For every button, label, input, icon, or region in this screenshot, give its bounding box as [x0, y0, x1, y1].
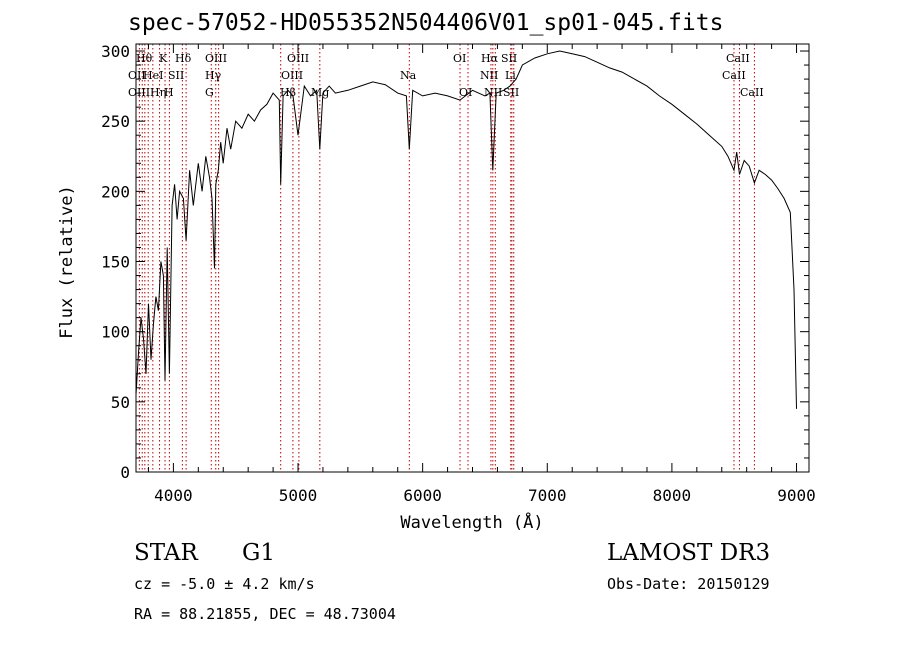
line-label: Hη: [150, 86, 166, 99]
x-axis-label: Wavelength (Å): [400, 511, 543, 533]
line-label: Na: [400, 69, 417, 82]
x-tick-label: 8000: [653, 486, 692, 505]
x-axis: 4000 5000 6000 7000 8000 9000: [147, 44, 816, 505]
line-label: OI: [459, 86, 472, 99]
line-label: OIII: [281, 69, 303, 82]
redshift-text: cz = -5.0 ± 4.2 km/s: [134, 575, 315, 593]
y-tick-label: 0: [120, 463, 130, 482]
coordinates-text: RA = 88.21855, DEC = 48.73004: [134, 605, 396, 623]
line-label: Hδ: [175, 52, 192, 65]
line-label: Hβ: [280, 86, 296, 99]
x-tick-label: 7000: [528, 486, 567, 505]
line-label: CaII: [722, 69, 746, 82]
y-tick-label: 200: [101, 182, 130, 201]
line-label: G: [205, 86, 214, 99]
obs-date-text: Obs-Date: 20150129: [607, 575, 770, 593]
object-class: STAR: [134, 540, 198, 566]
line-marker-group: [138, 44, 755, 472]
y-tick-label: 300: [101, 42, 130, 61]
x-tick-label: 6000: [403, 486, 442, 505]
line-label: H: [164, 86, 174, 99]
line-label: Hα: [481, 52, 499, 65]
line-label: SII: [501, 52, 517, 65]
x-tick-label: 5000: [279, 486, 318, 505]
y-axis: 0 50 100 150 200 250 300: [101, 42, 809, 482]
y-tick-label: 100: [101, 323, 130, 342]
line-label: OIII: [205, 52, 227, 65]
line-label: HeI: [143, 69, 163, 82]
survey-name: LAMOST DR3: [607, 540, 771, 566]
line-label: K: [159, 52, 168, 65]
x-tick-label: 4000: [154, 486, 193, 505]
line-label: Mg: [311, 86, 329, 99]
y-tick-label: 50: [111, 393, 130, 412]
line-label: Li: [505, 69, 516, 82]
line-label: SII: [168, 69, 184, 82]
spectrum-line: [135, 50, 797, 409]
line-label: Hθ: [136, 52, 153, 65]
chart-title: spec-57052-HD055352N504406V01_sp01-045.f…: [128, 10, 724, 36]
object-subclass: G1: [242, 540, 276, 566]
line-label: NII: [484, 86, 502, 99]
line-label: SII: [503, 86, 519, 99]
x-tick-label: 9000: [777, 486, 816, 505]
line-label: CaII: [726, 52, 750, 65]
line-label: OIII: [287, 52, 309, 65]
line-label: OI: [453, 52, 466, 65]
plot-frame: [135, 43, 810, 473]
line-label: OIII: [128, 86, 150, 99]
y-axis-label: Flux (relative): [57, 185, 77, 339]
y-tick-label: 250: [101, 112, 130, 131]
y-tick-label: 150: [101, 253, 130, 272]
line-label: CaII: [740, 86, 764, 99]
line-label: OII: [128, 69, 146, 82]
line-label: NII: [480, 69, 498, 82]
line-label: Hγ: [205, 69, 222, 82]
